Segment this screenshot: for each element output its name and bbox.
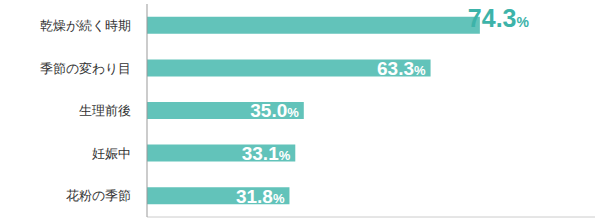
svg-text:63.3%: 63.3%: [377, 58, 426, 79]
svg-text:季節の変わり目: 季節の変わり目: [40, 61, 131, 76]
svg-text:31.8%: 31.8%: [236, 186, 285, 207]
svg-text:生理前後: 生理前後: [79, 103, 131, 118]
svg-text:花粉の季節: 花粉の季節: [66, 188, 131, 203]
svg-text:35.0%: 35.0%: [250, 100, 299, 121]
svg-text:33.1%: 33.1%: [242, 143, 291, 164]
svg-text:乾燥が続く時期: 乾燥が続く時期: [40, 18, 131, 33]
svg-text:妊娠中: 妊娠中: [92, 146, 131, 161]
svg-text:74.3%: 74.3%: [468, 4, 530, 32]
